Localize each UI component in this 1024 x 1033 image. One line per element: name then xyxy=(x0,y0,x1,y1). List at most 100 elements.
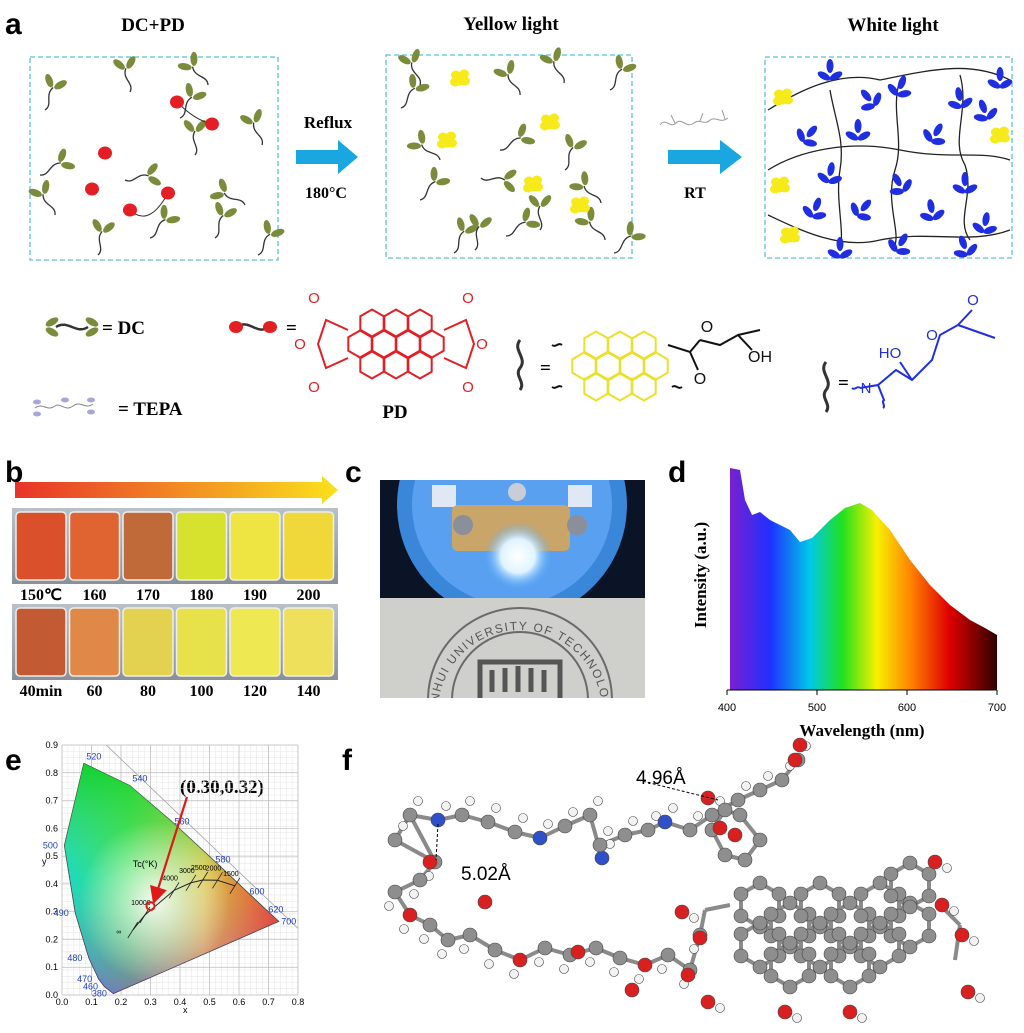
vial xyxy=(15,511,67,581)
dc-molecule xyxy=(183,120,207,156)
atom xyxy=(693,811,703,821)
petal xyxy=(897,75,907,90)
atom xyxy=(853,908,869,924)
dc-end xyxy=(504,169,517,180)
panel-label: f xyxy=(342,744,353,777)
dc-molecule xyxy=(398,49,422,86)
atom xyxy=(777,1004,793,1020)
fluorophore-lobe xyxy=(540,121,550,131)
atom xyxy=(712,820,728,836)
dc-chain xyxy=(44,86,54,111)
tepa-icon xyxy=(659,109,729,126)
dc-end xyxy=(521,137,536,145)
legend-label: = TEPA xyxy=(118,399,183,420)
petal xyxy=(966,243,978,256)
petal xyxy=(931,137,946,145)
fluorophore xyxy=(780,226,800,244)
petal xyxy=(839,249,853,259)
wavelength-label: 540 xyxy=(132,774,147,784)
ring xyxy=(407,350,433,380)
dc-end xyxy=(195,120,207,132)
atom xyxy=(657,964,667,974)
atom xyxy=(507,824,523,840)
atom xyxy=(883,906,899,922)
fluorophore-lobe xyxy=(549,113,559,123)
atom xyxy=(715,1003,725,1013)
atom xyxy=(949,906,959,916)
atom xyxy=(782,935,798,951)
dc-molecule xyxy=(419,166,451,201)
dc-chain xyxy=(257,233,271,256)
dc-end xyxy=(58,148,67,162)
x-tick-label: 0.4 xyxy=(174,997,187,1007)
petal xyxy=(888,239,898,252)
atom-label: O xyxy=(462,379,474,396)
atom-label: N xyxy=(861,380,872,397)
dc-molecule xyxy=(569,171,602,204)
dc-end xyxy=(411,49,420,63)
petal xyxy=(850,202,859,216)
wavelength-label: 560 xyxy=(175,817,190,827)
y-tick-label: 0.0 xyxy=(45,990,58,1000)
atom xyxy=(512,952,528,968)
petal xyxy=(827,249,841,259)
atom xyxy=(509,969,519,979)
vial-label: 60 xyxy=(87,683,103,700)
y-tick-label: 0.4 xyxy=(45,879,58,889)
distance-label: 4.96Å xyxy=(636,768,686,789)
y-tick-label: 0.3 xyxy=(45,907,58,917)
atom xyxy=(793,908,809,924)
dc-molecule xyxy=(480,169,517,193)
dc-chain xyxy=(505,221,526,237)
distance-line xyxy=(637,779,719,801)
atom xyxy=(921,866,937,882)
arrow xyxy=(668,140,742,174)
x-tick-label: 700 xyxy=(988,702,1006,714)
atom xyxy=(969,936,979,946)
dc-chain xyxy=(474,225,480,251)
petal xyxy=(999,79,1013,89)
atom xyxy=(872,959,888,975)
petal xyxy=(986,107,998,120)
dc-end xyxy=(417,129,426,144)
atom xyxy=(689,944,699,954)
atom xyxy=(831,886,847,902)
atom xyxy=(657,814,673,830)
atom xyxy=(942,863,952,873)
dc-end xyxy=(493,68,507,77)
atom xyxy=(853,886,869,902)
fluorophore-lobe xyxy=(773,96,783,106)
dc-end xyxy=(148,176,161,186)
dc-chain xyxy=(400,87,416,109)
vial xyxy=(122,511,174,581)
fluorophore-lobe xyxy=(446,131,456,141)
dc-chain xyxy=(583,185,602,204)
fluorophore-lobe xyxy=(990,134,1000,144)
petal xyxy=(964,184,978,194)
dc-molecule xyxy=(469,214,492,251)
network xyxy=(767,67,1011,251)
tepa-end xyxy=(61,397,69,403)
atom xyxy=(568,807,578,817)
dc-end xyxy=(581,171,589,186)
legend-label: = xyxy=(838,373,849,394)
paper xyxy=(380,598,645,698)
atom xyxy=(617,827,633,843)
atom xyxy=(651,811,661,821)
legend-label: = xyxy=(540,358,551,379)
dc-molecule xyxy=(179,82,207,119)
atom-label: HO xyxy=(879,345,902,362)
fluorophore xyxy=(570,196,590,214)
petal xyxy=(817,172,830,184)
isotherm xyxy=(185,874,197,891)
fluorophore xyxy=(523,175,543,193)
axis-label: Intensity (a.u.) xyxy=(691,522,710,628)
fluorophore-lobe xyxy=(770,184,780,194)
dc-end xyxy=(193,91,207,100)
dc-molecule xyxy=(505,207,541,237)
dc-end xyxy=(54,80,67,90)
pd-molecule xyxy=(229,321,243,333)
fluorophore-lobe xyxy=(780,234,790,244)
atom xyxy=(752,959,768,975)
terminal xyxy=(568,485,592,507)
